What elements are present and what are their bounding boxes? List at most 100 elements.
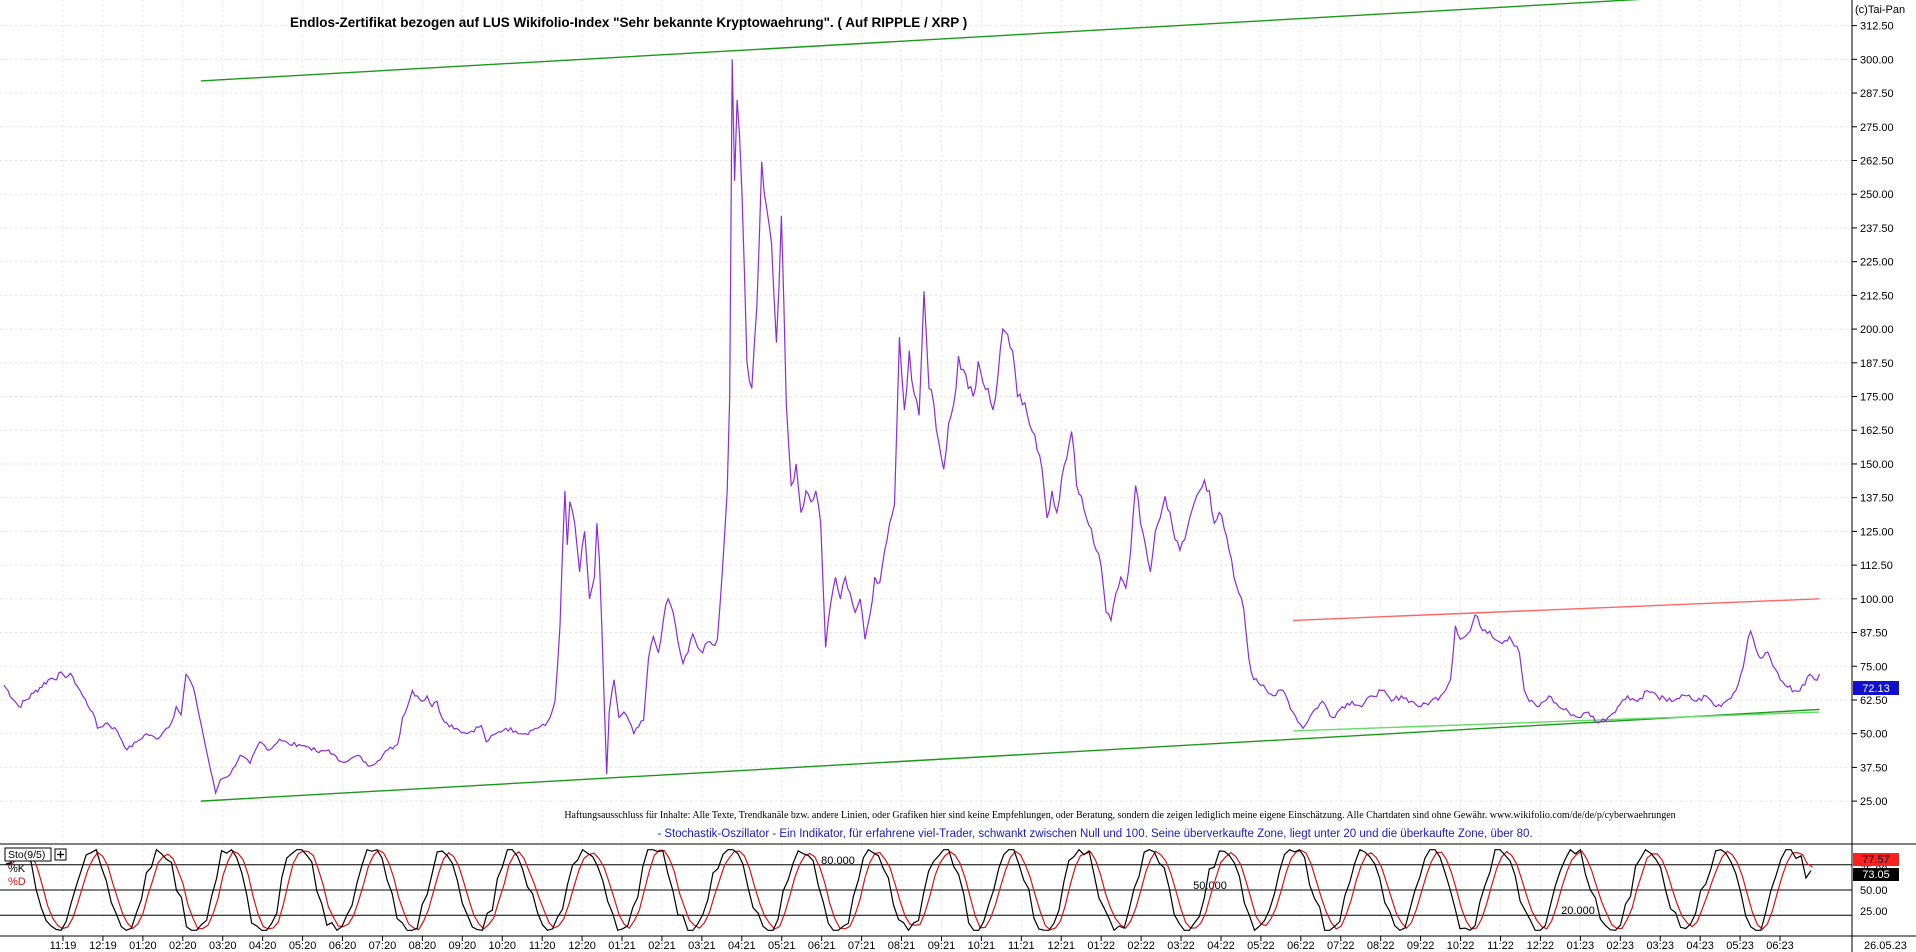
last-price-badge	[1853, 681, 1899, 695]
stochastic-d-badge	[1853, 853, 1899, 866]
date-tick-label: 08:21	[888, 940, 916, 952]
price-y-axis: (c)Tai-Pan 25.00 37.50 50.00 62.50 75.00 87.5…	[1851, 0, 1905, 952]
price-plot-background	[0, 0, 1852, 820]
date-tick-label: 11:20	[529, 940, 556, 952]
date-tick-label: 07:20	[369, 940, 397, 952]
date-tick-label: 06:22	[1287, 940, 1315, 952]
price-y-tick-label: 162.50	[1860, 425, 1894, 437]
stochastic-d-value: 77.57	[1862, 854, 1890, 866]
stochastic-level-label: 50.000	[1193, 880, 1227, 892]
date-tick-label: 03:20	[209, 940, 237, 952]
price-y-tick-label: 37.50	[1860, 762, 1888, 774]
price-y-tick-label: 300.00	[1860, 54, 1894, 66]
price-y-tick-label: 137.50	[1860, 493, 1894, 505]
date-tick-label: 12:19	[89, 940, 117, 952]
price-y-tick-label: 262.50	[1860, 155, 1894, 167]
date-tick-label: 06:20	[329, 940, 357, 952]
date-tick-label: 07:22	[1327, 940, 1355, 952]
trendline-light-green-channel	[1293, 711, 1820, 732]
price-y-tick-label: 50.00	[1860, 729, 1888, 741]
stochastic-k-badge	[1853, 868, 1899, 881]
date-tick-labels: 11:19 12:19 01:20 02:20 03:20 04:20 05:20 06:20…	[50, 936, 1794, 952]
price-y-tick-label: 275.00	[1860, 122, 1894, 134]
date-tick-label: 03:23	[1646, 940, 1674, 952]
date-tick-label: 04:23	[1686, 940, 1714, 952]
date-tick-label: 02:22	[1127, 940, 1155, 952]
stochastic-level-label: 20.000	[1561, 905, 1595, 917]
date-tick-label: 11:22	[1487, 940, 1514, 952]
price-y-tick-label: 237.50	[1860, 223, 1894, 235]
date-tick-label: 10:22	[1447, 940, 1475, 952]
price-y-tick-label: 250.00	[1860, 189, 1894, 201]
price-y-tick-label: 100.00	[1860, 594, 1894, 606]
price-y-tick-label: 175.00	[1860, 392, 1894, 404]
date-x-axis: 11:19 12:19 01:20 02:20 03:20 04:20 05:20 06:20…	[0, 935, 1916, 952]
date-tick-label: 07:21	[848, 940, 876, 952]
trendline-red-channel	[1293, 598, 1820, 622]
price-series-line	[3, 59, 1821, 796]
date-tick-label: 01:20	[129, 940, 157, 952]
date-tick-label: 02:23	[1607, 940, 1635, 952]
date-tick-label: 05:21	[768, 940, 796, 952]
stochastic-y-tick-label: 50.00	[1860, 885, 1888, 897]
date-tick-label: 05:20	[289, 940, 317, 952]
stochastic-d-line	[7, 849, 1813, 931]
date-tick-label: 10:21	[968, 940, 996, 952]
disclaimer-text: Haftungsausschluss für Inhalte: Alle Tex…	[564, 810, 1675, 821]
stochastic-k-legend: %K	[8, 863, 26, 875]
date-tick-label: 05:23	[1726, 940, 1754, 952]
date-tick-label: 03:22	[1167, 940, 1195, 952]
date-tick-label: 11:19	[50, 940, 77, 952]
date-tick-label: 08:20	[409, 940, 437, 952]
date-tick-label: 10:20	[488, 940, 516, 952]
date-tick-label: 06:21	[808, 940, 836, 952]
date-tick-label: 09:22	[1407, 940, 1435, 952]
stochastic-d-legend: %D	[8, 876, 26, 888]
trendline-lower-green	[200, 708, 1820, 802]
last-price-label: 72.13	[1862, 683, 1890, 695]
stochastic-panel: 80.000 50.000 20.000 Sto(9/5) %K %D 25.00 5…	[0, 843, 1916, 932]
vertical-gridlines	[62, 0, 1781, 936]
stochastic-level-lines: 80.000 50.000 20.000	[0, 855, 1852, 917]
stochastic-k-value: 73.05	[1862, 869, 1890, 881]
date-tick-label: 06:23	[1766, 940, 1794, 952]
plus-box-icon[interactable]	[54, 848, 67, 861]
stochastic-y-tick-label: 25.00	[1860, 906, 1888, 918]
date-tick-label: 01:21	[608, 940, 636, 952]
indicator-note: - Stochastik-Oszillator - Ein Indikator,…	[657, 828, 1532, 840]
price-y-tick-label: 87.50	[1860, 628, 1888, 640]
price-y-tick-label: 62.50	[1860, 695, 1888, 707]
date-tick-label: 08:22	[1367, 940, 1395, 952]
date-tick-label: 09:20	[449, 940, 477, 952]
price-y-tick-label: 200.00	[1860, 324, 1894, 336]
price-y-tick-label: 312.50	[1860, 21, 1894, 33]
date-tick-label: 12:21	[1047, 940, 1075, 952]
chart-title: Endlos-Zertifikat bezogen auf LUS Wikifo…	[290, 15, 967, 30]
price-y-tick-label: 75.00	[1860, 661, 1888, 673]
date-tick-label: 02:21	[648, 940, 676, 952]
price-y-tick-label: 225.00	[1860, 257, 1894, 269]
price-y-tick-label: 150.00	[1860, 459, 1894, 471]
date-tick-label: 04:20	[249, 940, 277, 952]
stochastic-level-label: 80.000	[821, 855, 855, 867]
price-y-tick-label: 25.00	[1860, 796, 1888, 808]
trendline-upper-green	[200, 0, 1642, 82]
date-tick-label: 01:22	[1087, 940, 1115, 952]
stochastic-label: Sto(9/5)	[8, 849, 45, 861]
price-y-tick-label: 187.50	[1860, 358, 1894, 370]
horizontal-gridlines	[0, 25, 1852, 802]
date-tick-label: 01:23	[1567, 940, 1595, 952]
price-y-tick-label: 125.00	[1860, 526, 1894, 538]
date-tick-label: 02:20	[169, 940, 197, 952]
date-tick-label: 11:21	[1008, 940, 1035, 952]
date-tick-label: 03:21	[688, 940, 716, 952]
date-tick-label: 12:20	[568, 940, 596, 952]
price-y-tick-label: 212.50	[1860, 290, 1894, 302]
date-tick-label: 12:22	[1527, 940, 1555, 952]
date-tick-label: 05:22	[1247, 940, 1275, 952]
price-y-tick-labels: 25.00 37.50 50.00 62.50 75.00 87.50 100.00 112.…	[1852, 21, 1894, 808]
price-chart-panel: Endlos-Zertifikat bezogen auf LUS Wikifo…	[0, 0, 1852, 936]
stochastic-label-box[interactable]	[4, 847, 52, 862]
date-tick-label: 09:21	[928, 940, 956, 952]
